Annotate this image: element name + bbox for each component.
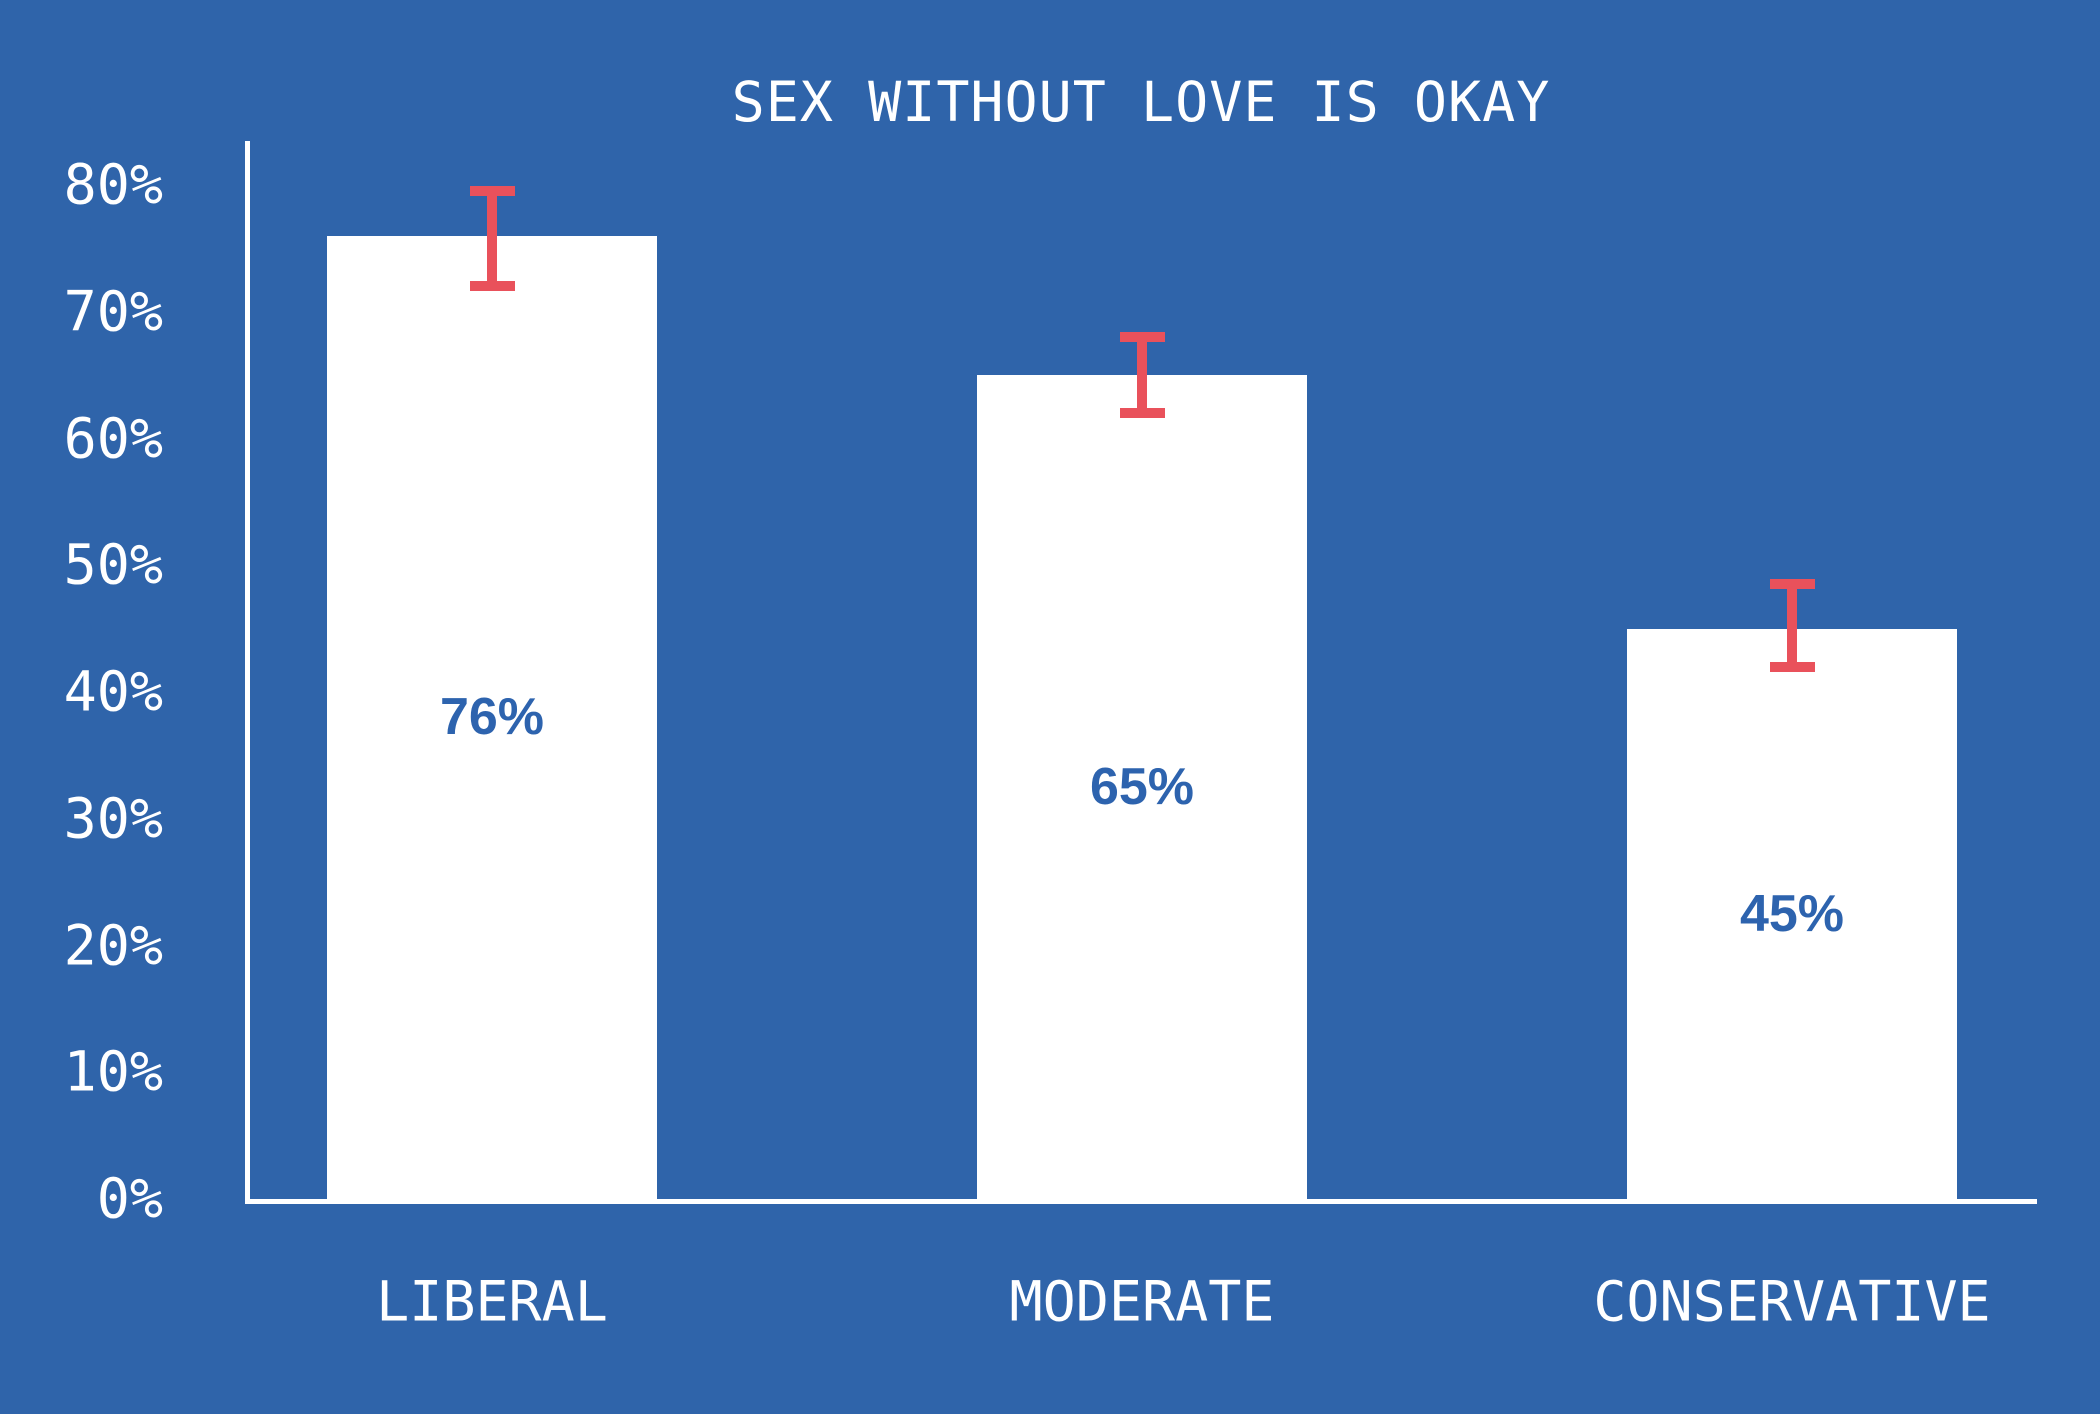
bar-value-label: 45%: [1739, 884, 1845, 943]
y-axis-tick-label: 10%: [63, 1039, 163, 1104]
error-bar-stem: [1787, 584, 1797, 667]
bar-value-label: 65%: [1089, 758, 1195, 817]
chart-title: SEX WITHOUT LOVE IS OKAY: [731, 70, 1551, 134]
error-bar-cap-bot: [1769, 661, 1815, 672]
y-axis-tick-label: 50%: [63, 532, 163, 597]
category-label-liberal: LIBERAL: [376, 1269, 608, 1334]
y-axis-tick-label: 70%: [63, 279, 163, 344]
bar-liberal: 76%: [327, 235, 657, 1199]
error-bar-stem: [487, 191, 497, 287]
error-bar-cap-bot: [1119, 408, 1165, 419]
category-label-conservative: CONSERVATIVE: [1593, 1269, 1991, 1334]
error-bar-cap-bot: [469, 281, 515, 292]
bar-value-label: 76%: [439, 688, 545, 747]
y-axis-tick-label: 80%: [63, 152, 163, 217]
bar-conservative: 45%: [1627, 628, 1957, 1199]
bar-moderate: 65%: [977, 375, 1307, 1199]
x-axis-line: [245, 1199, 2037, 1204]
y-axis-tick-label: 60%: [63, 406, 163, 470]
y-axis-tick-label: 20%: [63, 913, 163, 977]
error-bar: [1769, 579, 1815, 672]
error-bar: [1119, 332, 1165, 419]
y-axis-tick-label: 30%: [63, 786, 163, 851]
y-axis-tick-label: 0%: [96, 1166, 163, 1231]
y-axis-tick-label: 40%: [63, 659, 163, 724]
error-bar: [469, 186, 515, 292]
y-axis-line: [245, 141, 250, 1204]
error-bar-stem: [1137, 337, 1147, 414]
category-label-moderate: MODERATE: [1009, 1269, 1275, 1334]
